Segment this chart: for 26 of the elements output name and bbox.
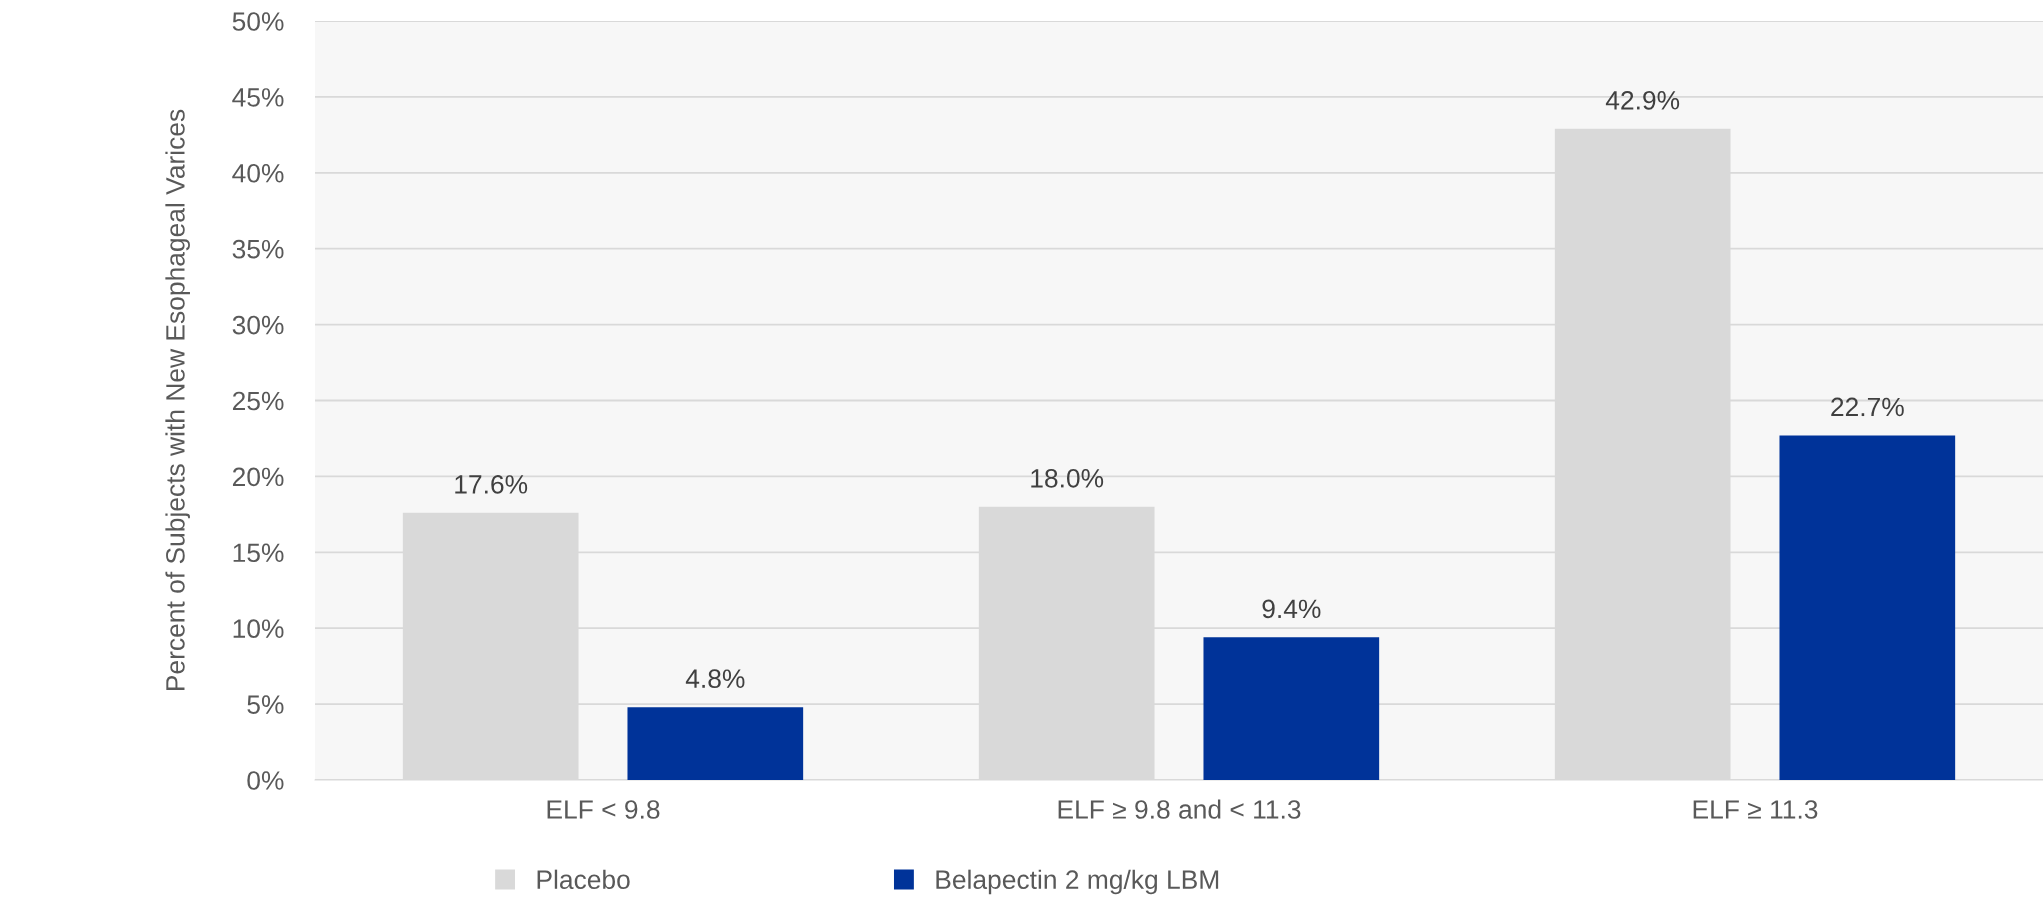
data-label: 9.4% [1262,599,1321,619]
bar [1779,435,1956,780]
data-label: 4.8% [685,669,745,689]
y-tick-label: 0% [247,771,284,790]
y-tick-label: 20% [232,467,284,487]
x-tick-label: ELF ≥ 11.3 [1693,800,1818,819]
x-tick-label: ELF < 9.8 [547,800,660,819]
data-label: 22.7% [1831,397,1904,417]
y-tick-label: 25% [232,391,284,411]
y-tick-label: 5% [247,695,284,714]
y-tick-label: 40% [232,163,284,183]
data-label: 17.6% [455,475,528,494]
data-label: 42.9% [1605,90,1680,110]
x-tick-label: ELF ≥ 9.8 and < 11.3 [1058,799,1301,819]
y-tick-label: 45% [232,88,284,107]
y-tick-label: 15% [233,543,284,563]
bar [1203,637,1380,780]
bar [627,707,804,780]
y-tick-label: 50% [232,12,284,31]
y-tick-label: 30% [232,315,284,335]
data-label: 18.0% [1031,468,1104,488]
y-axis-title: Percent of Subjects with New Esophageal Varices [165,109,190,690]
y-tick-label: 10% [233,619,284,639]
legend-label: Placebo [537,869,630,890]
legend-label: Belapectin 2 mg/kg LBM [936,869,1219,895]
y-tick-label: 35% [232,239,284,259]
